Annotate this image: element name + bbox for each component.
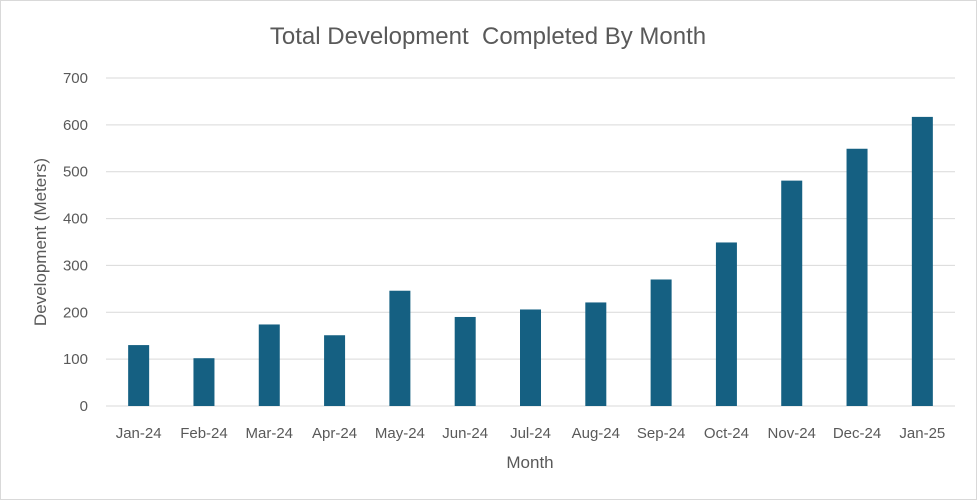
bar xyxy=(846,148,868,407)
y-tick-label: 200 xyxy=(63,304,88,321)
y-axis-ticks: 0 100 200 300 400 500 600 700 xyxy=(63,70,88,415)
bar xyxy=(454,316,476,406)
y-tick-label: 100 xyxy=(63,351,88,368)
bar xyxy=(520,309,541,406)
bar xyxy=(781,180,803,406)
bars xyxy=(128,116,933,407)
x-tick-label: Jan-25 xyxy=(899,425,945,442)
x-tick-label: Jun-24 xyxy=(442,425,488,442)
x-tick-label: Jul-24 xyxy=(510,425,551,442)
bar xyxy=(193,358,215,406)
x-tick-label: Sep-24 xyxy=(637,425,685,442)
y-tick-label: 400 xyxy=(63,211,88,228)
x-tick-label: May-24 xyxy=(375,425,425,442)
x-axis-ticks: Jan-24 Feb-24 Mar-24 Apr-24 May-24 Jun-24 Jul-… xyxy=(116,425,946,442)
bar xyxy=(715,242,737,406)
bar xyxy=(128,345,150,406)
y-tick-label: 700 xyxy=(63,70,88,87)
bar xyxy=(324,335,346,406)
x-tick-label: Feb-24 xyxy=(180,425,228,442)
gridlines xyxy=(106,77,955,407)
x-tick-label: Apr-24 xyxy=(312,425,357,442)
x-tick-label: Nov-24 xyxy=(768,425,816,442)
y-tick-label: 600 xyxy=(63,117,88,134)
x-tick-label: Mar-24 xyxy=(246,425,294,442)
chart-title: Total Development Completed By Month xyxy=(270,23,706,50)
y-axis-title: Development (Meters) xyxy=(31,158,50,326)
x-tick-label: Oct-24 xyxy=(704,425,749,442)
bar xyxy=(585,302,607,406)
y-tick-label: 300 xyxy=(63,257,88,274)
bar xyxy=(911,116,933,407)
x-tick-label: Jan-24 xyxy=(116,425,162,442)
x-tick-label: Aug-24 xyxy=(572,425,620,442)
x-tick-label: Dec-24 xyxy=(833,425,881,442)
bar xyxy=(258,324,280,406)
x-axis-title: Month xyxy=(506,453,553,472)
y-tick-label: 0 xyxy=(80,398,88,415)
bar xyxy=(650,279,672,406)
bar xyxy=(389,290,411,406)
y-tick-label: 500 xyxy=(63,164,88,181)
